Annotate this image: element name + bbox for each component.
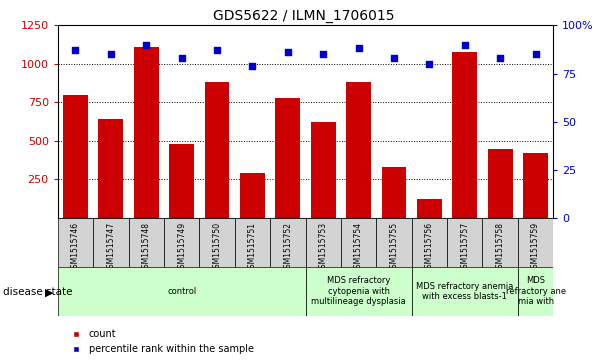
Bar: [305, 267, 412, 316]
Bar: [169, 144, 194, 218]
Point: [247, 63, 257, 69]
Bar: [199, 218, 235, 267]
Bar: [376, 218, 412, 267]
Point: [177, 55, 187, 61]
Bar: [412, 267, 518, 316]
Text: GSM1515747: GSM1515747: [106, 222, 116, 273]
Point: [354, 46, 364, 52]
Text: GSM1515758: GSM1515758: [496, 222, 505, 273]
Bar: [164, 218, 199, 267]
Text: MDS refractory
cytopenia with
multilineage dysplasia: MDS refractory cytopenia with multilinea…: [311, 276, 406, 306]
Text: GSM1515751: GSM1515751: [248, 222, 257, 273]
Bar: [134, 47, 159, 218]
Text: GSM1515756: GSM1515756: [425, 222, 434, 273]
Bar: [346, 82, 371, 218]
Point: [460, 42, 469, 48]
Text: ▶: ▶: [45, 287, 54, 297]
Text: GDS5622 / ILMN_1706015: GDS5622 / ILMN_1706015: [213, 9, 395, 23]
Bar: [128, 218, 164, 267]
Text: GSM1515753: GSM1515753: [319, 222, 328, 273]
Text: disease state: disease state: [3, 287, 72, 297]
Point: [319, 51, 328, 57]
Bar: [93, 218, 128, 267]
Text: GSM1515746: GSM1515746: [71, 222, 80, 273]
Text: GSM1515755: GSM1515755: [390, 222, 398, 273]
Bar: [382, 167, 406, 218]
Bar: [275, 98, 300, 218]
Text: GSM1515750: GSM1515750: [213, 222, 221, 273]
Bar: [483, 218, 518, 267]
Bar: [311, 122, 336, 218]
Text: GSM1515754: GSM1515754: [354, 222, 363, 273]
Bar: [58, 218, 93, 267]
Point: [283, 49, 292, 55]
Bar: [98, 119, 123, 218]
Bar: [235, 218, 270, 267]
Bar: [341, 218, 376, 267]
Bar: [412, 218, 447, 267]
Point: [531, 51, 541, 57]
Bar: [270, 218, 305, 267]
Bar: [452, 52, 477, 218]
Text: GSM1515748: GSM1515748: [142, 222, 151, 273]
Bar: [447, 218, 483, 267]
Point: [389, 55, 399, 61]
Text: GSM1515752: GSM1515752: [283, 222, 292, 273]
Legend: count, percentile rank within the sample: count, percentile rank within the sample: [63, 326, 258, 358]
Point: [424, 61, 434, 67]
Bar: [417, 199, 442, 218]
Bar: [518, 267, 553, 316]
Point: [106, 51, 116, 57]
Bar: [58, 267, 305, 316]
Bar: [205, 82, 229, 218]
Point: [496, 55, 505, 61]
Bar: [63, 95, 88, 218]
Point: [142, 42, 151, 48]
Text: GSM1515757: GSM1515757: [460, 222, 469, 273]
Text: GSM1515749: GSM1515749: [177, 222, 186, 273]
Point: [212, 48, 222, 53]
Bar: [240, 173, 265, 218]
Text: MDS refractory anemia
with excess blasts-1: MDS refractory anemia with excess blasts…: [416, 282, 514, 301]
Point: [71, 48, 80, 53]
Text: MDS
refractory ane
mia with: MDS refractory ane mia with: [505, 276, 565, 306]
Bar: [518, 218, 553, 267]
Bar: [523, 153, 548, 218]
Text: control: control: [167, 287, 196, 296]
Bar: [305, 218, 341, 267]
Bar: [488, 148, 513, 218]
Text: GSM1515759: GSM1515759: [531, 222, 540, 273]
